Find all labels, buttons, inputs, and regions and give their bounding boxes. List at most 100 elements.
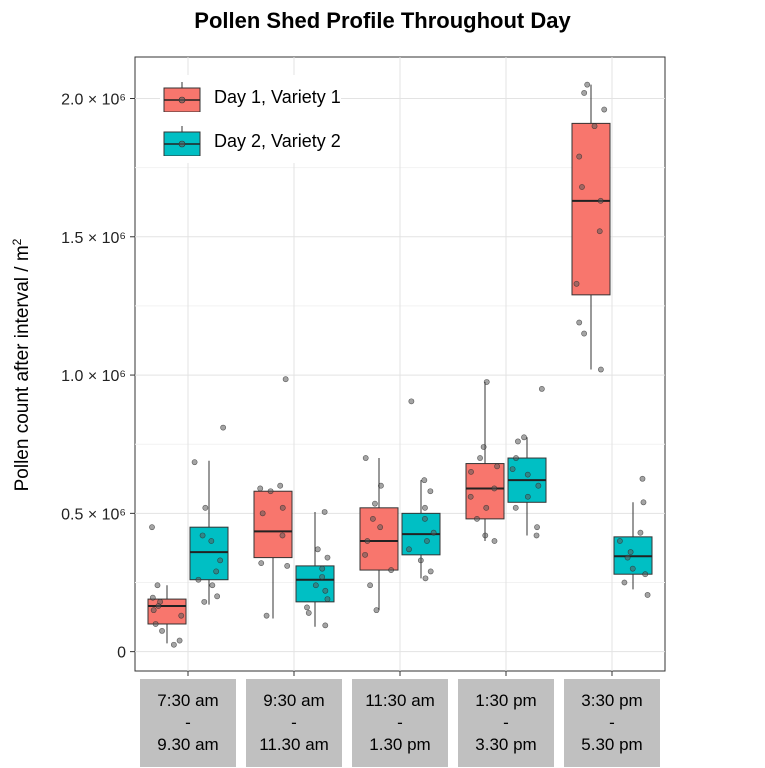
data-point bbox=[427, 488, 434, 495]
data-point bbox=[534, 524, 540, 531]
data-point bbox=[491, 485, 498, 492]
data-point bbox=[637, 529, 644, 536]
data-point bbox=[427, 568, 434, 575]
category-label: 9:30 am - 11.30 am bbox=[246, 679, 342, 767]
data-point bbox=[369, 515, 376, 522]
y-tick-label: 0 bbox=[117, 645, 126, 662]
data-point bbox=[209, 582, 216, 589]
data-point bbox=[621, 579, 628, 586]
data-point bbox=[406, 546, 412, 553]
data-point bbox=[421, 477, 428, 484]
category-label-line3: 9.30 am bbox=[157, 735, 219, 754]
legend-label-series-2: Day 2, Variety 2 bbox=[214, 130, 341, 151]
data-point bbox=[214, 593, 221, 600]
category-label-line1: 11:30 am bbox=[365, 691, 435, 710]
data-point bbox=[422, 504, 428, 511]
data-point bbox=[538, 385, 545, 392]
data-point bbox=[491, 538, 498, 544]
category-label-line3: 1.30 pm bbox=[369, 735, 431, 754]
box bbox=[189, 526, 229, 581]
data-point bbox=[178, 612, 185, 619]
data-point bbox=[191, 459, 198, 466]
category-label-line2: - bbox=[503, 713, 509, 732]
category-label: 11:30 am - 1.30 pm bbox=[352, 679, 448, 767]
data-point bbox=[524, 493, 531, 500]
data-point bbox=[154, 582, 161, 589]
data-point bbox=[267, 488, 274, 495]
data-point bbox=[467, 493, 474, 500]
data-point bbox=[199, 532, 206, 539]
category-label: 7:30 am - 9.30 am bbox=[140, 679, 236, 767]
data-point bbox=[579, 184, 585, 190]
data-point bbox=[170, 641, 177, 648]
data-point bbox=[217, 557, 224, 564]
category-label-line2: - bbox=[609, 713, 615, 732]
category-label-line3: 5.30 pm bbox=[581, 735, 643, 754]
data-point bbox=[149, 524, 155, 531]
data-point bbox=[639, 475, 646, 482]
data-point bbox=[277, 482, 284, 489]
data-point bbox=[629, 565, 636, 572]
y-tick-label: 2.0 × 10⁶ bbox=[61, 91, 126, 108]
data-point bbox=[640, 499, 647, 506]
data-point bbox=[324, 554, 331, 561]
data-point bbox=[422, 515, 428, 522]
box bbox=[571, 122, 611, 296]
data-point bbox=[312, 582, 319, 589]
data-point bbox=[208, 538, 215, 544]
data-point bbox=[521, 434, 527, 441]
data-point bbox=[524, 471, 531, 478]
y-tick-label: 0.5 × 10⁶ bbox=[61, 506, 126, 523]
data-point bbox=[319, 574, 326, 580]
data-point bbox=[513, 455, 519, 461]
data-point bbox=[482, 532, 489, 539]
data-point bbox=[576, 319, 583, 326]
data-point bbox=[596, 228, 603, 235]
category-label-line3: 3.30 pm bbox=[475, 735, 537, 754]
legend-key-series-2 bbox=[163, 126, 201, 156]
data-point bbox=[378, 482, 384, 489]
data-point bbox=[195, 576, 202, 583]
data-point bbox=[155, 603, 162, 609]
data-point bbox=[373, 607, 380, 614]
category-label: 3:30 pm - 5.30 pm bbox=[564, 679, 660, 767]
data-point bbox=[477, 455, 483, 461]
data-point bbox=[150, 607, 157, 614]
data-point bbox=[220, 424, 227, 431]
legend-label-series-1: Day 1, Variety 1 bbox=[214, 86, 341, 107]
data-point bbox=[263, 612, 270, 619]
data-point bbox=[535, 482, 542, 489]
legend-item-series-2: Day 2, Variety 2 bbox=[160, 119, 341, 163]
category-label: 1:30 pm - 3.30 pm bbox=[458, 679, 554, 767]
data-point bbox=[201, 598, 208, 605]
category-label-line2: - bbox=[397, 713, 403, 732]
data-point bbox=[304, 604, 310, 611]
category-label-line1: 3:30 pm bbox=[581, 691, 643, 710]
data-point bbox=[584, 81, 591, 88]
category-label-line1: 1:30 pm bbox=[475, 691, 537, 710]
data-point bbox=[284, 563, 291, 569]
data-point bbox=[644, 592, 651, 598]
data-point bbox=[367, 582, 373, 589]
data-point bbox=[364, 538, 371, 544]
category-label-line2: - bbox=[291, 713, 297, 732]
data-point bbox=[324, 596, 331, 602]
data-point bbox=[417, 557, 424, 564]
data-point bbox=[159, 627, 165, 634]
data-point bbox=[305, 610, 312, 616]
y-tick-label: 1.5 × 10⁶ bbox=[61, 230, 126, 247]
category-label-line2: - bbox=[185, 713, 191, 732]
data-point bbox=[279, 532, 286, 539]
category-label-line1: 7:30 am bbox=[157, 691, 219, 710]
data-point bbox=[480, 444, 487, 450]
data-point bbox=[598, 366, 604, 373]
data-point bbox=[430, 529, 437, 536]
data-point bbox=[321, 509, 328, 515]
legend-key-point bbox=[178, 140, 186, 148]
y-tick-label: 1.0 × 10⁶ bbox=[61, 368, 126, 385]
data-point bbox=[388, 567, 395, 573]
data-point bbox=[213, 568, 220, 575]
data-point bbox=[512, 504, 519, 511]
data-point bbox=[152, 621, 159, 627]
